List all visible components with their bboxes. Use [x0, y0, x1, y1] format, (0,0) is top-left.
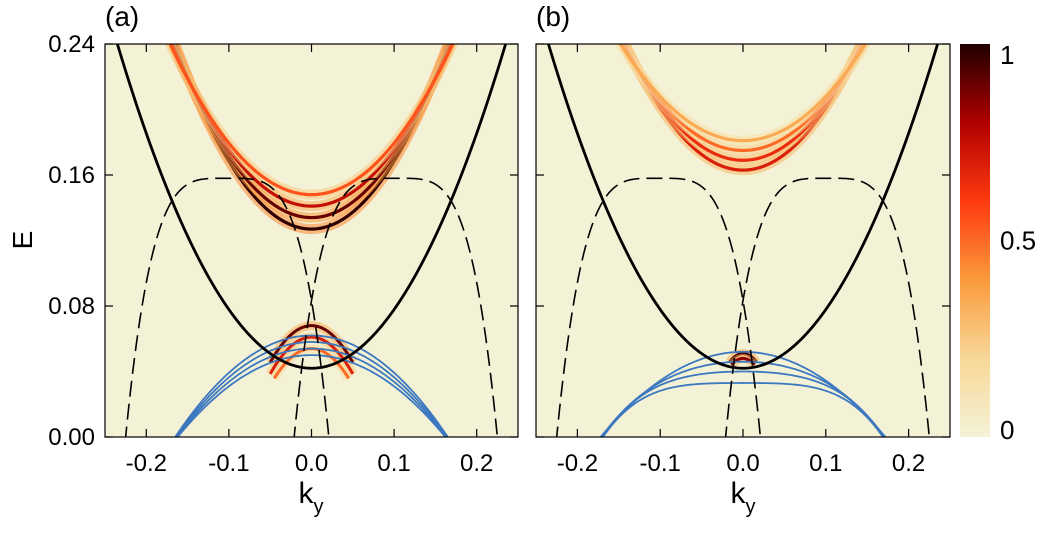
valence-band	[601, 370, 885, 437]
y-tick-label: 0.00	[48, 424, 95, 451]
colorbar: 00.51	[960, 40, 1036, 445]
x-tick-label: 0.2	[892, 450, 925, 477]
valence-band	[600, 360, 886, 437]
marks-b	[546, 44, 940, 437]
valence-band	[176, 347, 447, 437]
plot-area-a	[105, 44, 518, 437]
colorbar-gradient	[960, 44, 990, 437]
plot-area-b	[536, 44, 950, 437]
x-tick-label: 0.1	[377, 450, 410, 477]
x-tick-label: 0.1	[809, 450, 842, 477]
marks-a	[115, 44, 508, 437]
panel-b: -0.2 -0.1 0.0 0.1 0.2 (b) ky	[535, 1, 951, 518]
colorbar-tick-label: 0	[1000, 415, 1014, 445]
x-axis-label-b-main: k	[731, 477, 747, 510]
solid-band	[546, 44, 940, 370]
y-tick-label: 0.08	[48, 293, 95, 320]
valence-band	[174, 334, 449, 437]
x-tick-label: 0.2	[460, 450, 493, 477]
y-tick-label: 0.16	[48, 162, 95, 189]
local-state	[268, 324, 355, 364]
colorbar-ticks: 00.51	[1000, 40, 1036, 445]
panel-label-a: (a)	[105, 1, 139, 32]
dashed-band	[124, 177, 330, 437]
y-axis-label: E	[7, 231, 38, 250]
conduction-subband	[168, 44, 455, 197]
conduction-subband	[618, 44, 868, 143]
x-tick-label: -0.1	[208, 450, 249, 477]
x-axis-label-a-main: k	[299, 477, 315, 510]
solid-band	[115, 44, 508, 370]
y-tick-label: 0.24	[48, 31, 95, 58]
x-axis-label-b: ky	[731, 477, 756, 518]
x-axis-label-a-sub: y	[314, 496, 324, 518]
panel-a: -0.2 -0.1 0.0 0.1 0.20.000.080.160.24 (a) E …	[7, 1, 519, 518]
colorbar-tick-label: 1	[1000, 40, 1014, 70]
dashed-band	[555, 177, 762, 437]
x-axis-label-a: ky	[299, 477, 324, 518]
x-tick-label: 0.0	[726, 450, 759, 477]
x-tick-label: -0.1	[640, 450, 681, 477]
valence-band	[175, 341, 448, 437]
ticks-a: -0.2 -0.1 0.0 0.1 0.2 0.00 0.08 0.16 0.24	[48, 31, 518, 477]
dashed-band	[293, 177, 499, 437]
x-tick-label: -0.2	[126, 450, 167, 477]
valence-band	[176, 354, 447, 437]
valence-band	[602, 382, 884, 437]
x-tick-label: 0.0	[295, 450, 328, 477]
local-state	[268, 335, 355, 375]
x-tick-label: -0.2	[557, 450, 598, 477]
colorbar-tick-label: 0.5	[1000, 226, 1036, 256]
ticks-b: -0.2 -0.1 0.0 0.1 0.2	[536, 43, 950, 477]
x-axis-label-b-sub: y	[746, 496, 756, 518]
panel-label-b: (b)	[536, 1, 570, 32]
dashed-band	[724, 177, 931, 437]
